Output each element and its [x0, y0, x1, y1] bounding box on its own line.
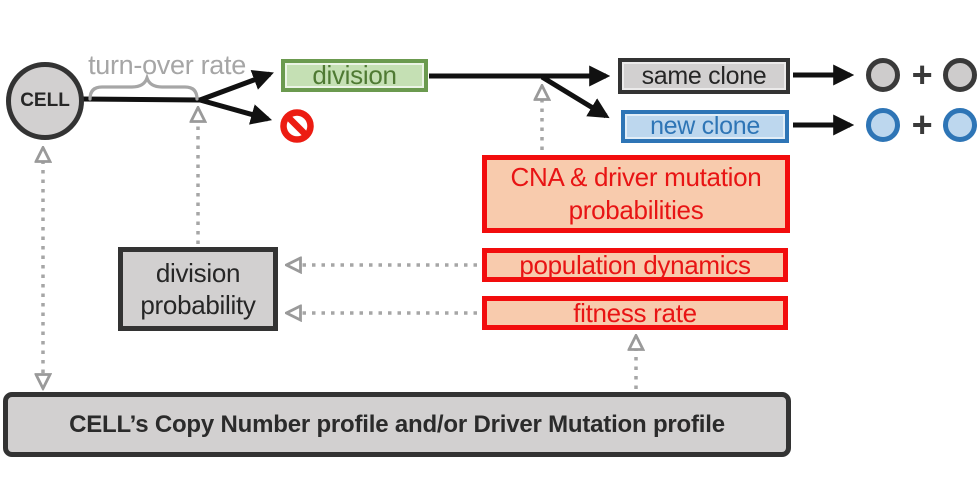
division-box: division: [281, 59, 428, 92]
division-to-new-clone-arrow: [540, 74, 610, 119]
daughter-cell-gray-1: [866, 58, 900, 92]
fork-to-division-arrow: [199, 70, 274, 103]
fork-to-death-arrow: [199, 97, 273, 125]
plus-sign-gray: +: [911, 54, 933, 95]
plus-sign-blue: +: [911, 104, 933, 145]
dependency-arrows: [43, 89, 636, 389]
daughter-cell-blue-2: [943, 108, 977, 142]
flow-arrows: [81, 64, 855, 136]
turnover-rate-label: turn-over rate: [88, 49, 246, 80]
cell-profile-box: CELL’s Copy Number profile and/or Driver…: [3, 392, 791, 457]
cna-driver-mutation-box: CNA & driver mutation probabilities: [482, 155, 790, 233]
fitness-rate-box: fitness rate: [482, 296, 788, 330]
division-probability-box: division probability: [118, 247, 278, 331]
new-clone-box: new clone: [621, 110, 789, 143]
cell-node: CELL: [6, 62, 84, 140]
no-entry-icon: [280, 109, 314, 143]
same-clone-box: same clone: [618, 58, 790, 94]
daughter-cell-gray-2: [943, 58, 977, 92]
brace-icon: [88, 72, 199, 101]
daughter-cell-blue-1: [866, 108, 900, 142]
cell-to-fork-line: [81, 96, 201, 103]
population-dynamics-box: population dynamics: [482, 248, 788, 282]
